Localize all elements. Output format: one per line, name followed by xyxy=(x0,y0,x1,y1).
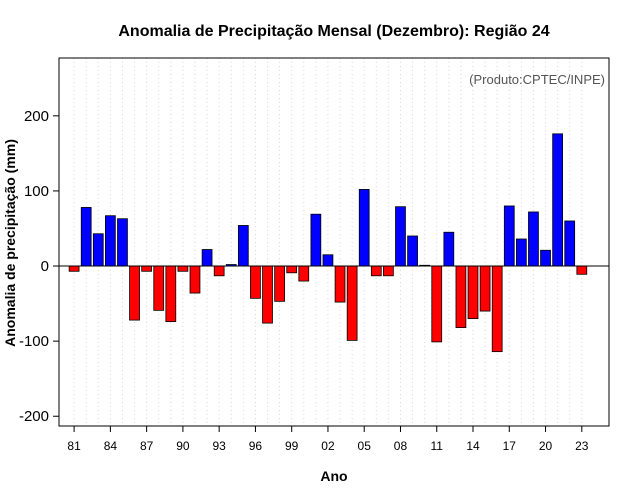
y-tick-label: 100 xyxy=(24,183,49,200)
x-tick-label: 90 xyxy=(176,439,190,453)
x-tick-label: 11 xyxy=(431,439,444,453)
chart-title: Anomalia de Precipitação Mensal (Dezembr… xyxy=(118,23,549,40)
x-tick-label: 87 xyxy=(140,439,154,453)
bar-2005 xyxy=(358,189,370,267)
bar-2014 xyxy=(467,265,479,319)
x-tick-label: 14 xyxy=(466,439,480,453)
bar-1998 xyxy=(274,265,285,302)
bar-2003 xyxy=(334,265,346,303)
y-tick-label: -100 xyxy=(19,333,49,350)
x-tick-label: 17 xyxy=(503,439,517,453)
bar-2007 xyxy=(383,265,394,277)
y-axis-title: Anomalia de precipitação (mm) xyxy=(2,139,18,347)
bar-2017 xyxy=(503,205,515,267)
x-tick-label: 05 xyxy=(358,439,372,453)
bar-1991 xyxy=(189,265,201,294)
bar-2012 xyxy=(443,231,455,267)
bar-1988 xyxy=(153,265,165,311)
bar-2000 xyxy=(298,265,310,282)
bar-2016 xyxy=(491,265,503,353)
bar-2011 xyxy=(431,265,443,343)
bar-1990 xyxy=(177,265,189,272)
bar-2019 xyxy=(528,211,539,267)
bar-2008 xyxy=(395,206,406,267)
bar-1995 xyxy=(237,225,249,267)
bar-1987 xyxy=(141,265,152,272)
bar-2013 xyxy=(455,265,467,329)
bar-2006 xyxy=(370,265,382,277)
x-tick-label: 81 xyxy=(67,439,81,453)
bar-1997 xyxy=(262,265,273,324)
bar-2021 xyxy=(552,133,563,267)
bar-1996 xyxy=(250,265,261,299)
x-tick-label: 84 xyxy=(104,439,118,453)
bar-1984 xyxy=(105,215,116,267)
bar-2023 xyxy=(576,265,588,275)
x-tick-label: 02 xyxy=(321,439,335,453)
bar-2020 xyxy=(540,249,551,267)
x-tick-label: 23 xyxy=(575,439,589,453)
source-annotation: (Produto:CPTEC/INPE) xyxy=(469,72,605,87)
bar-1993 xyxy=(213,265,225,277)
x-tick-label: 96 xyxy=(249,439,263,453)
bar-2018 xyxy=(516,238,527,267)
bar-2015 xyxy=(479,265,491,312)
bar-2009 xyxy=(407,235,418,267)
bar-2022 xyxy=(564,220,576,267)
bar-2001 xyxy=(310,213,322,267)
x-tick-label: 08 xyxy=(394,439,408,453)
bar-1983 xyxy=(92,233,104,267)
x-tick-label: 99 xyxy=(285,439,299,453)
y-tick-label: 0 xyxy=(41,258,49,275)
x-axis: 81 84 87 90 93 96 99 02 05 08 11 14 17 20 23 xyxy=(67,426,589,453)
bar-2002 xyxy=(322,254,334,267)
x-tick-label: 93 xyxy=(212,439,226,453)
plot-frame xyxy=(58,57,610,427)
bar-1992 xyxy=(201,249,213,267)
y-tick-label: 200 xyxy=(24,108,49,125)
y-axis: -200 -100 0 100 200 xyxy=(19,108,59,425)
bar-1986 xyxy=(129,265,140,321)
bar-1985 xyxy=(117,218,128,267)
bar-1989 xyxy=(165,265,177,323)
bar-2004 xyxy=(346,265,358,341)
x-tick-label: 20 xyxy=(539,439,553,453)
bars xyxy=(68,133,588,353)
bar-1982 xyxy=(80,207,92,267)
x-axis-title: Ano xyxy=(320,468,347,484)
y-tick-label: -200 xyxy=(19,408,49,425)
bar-1981 xyxy=(68,265,80,272)
bar-1999 xyxy=(286,265,298,274)
